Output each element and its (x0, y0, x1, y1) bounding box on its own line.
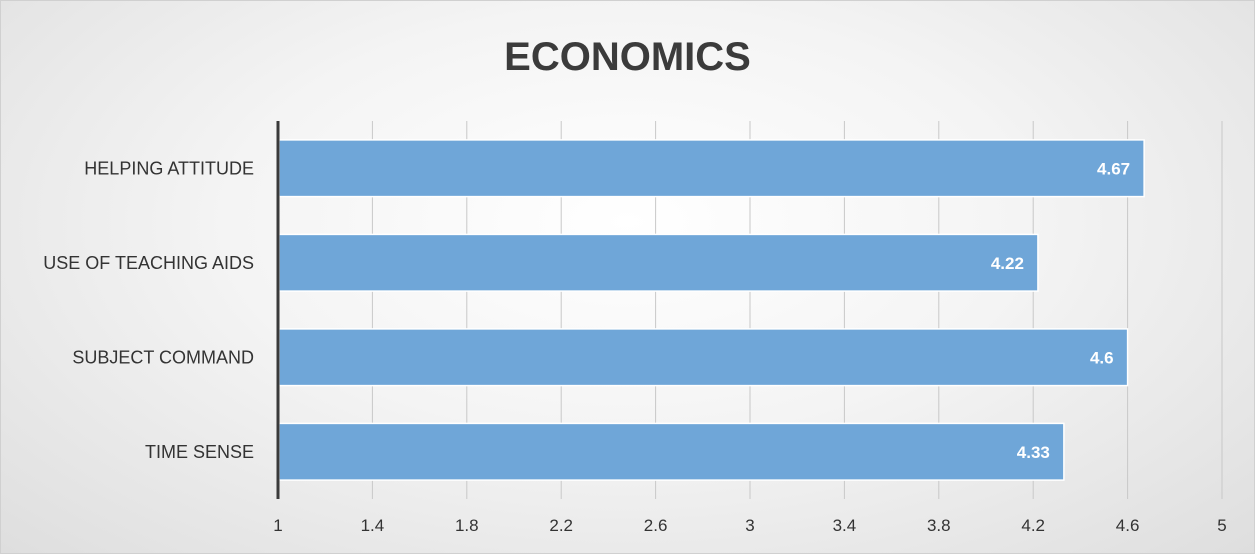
bars: 4.67 4.22 4.6 4.33 (278, 139, 1145, 481)
x-tick-label: 3 (745, 516, 754, 535)
axis: 1 1.4 1.8 2.2 2.6 3 3.4 3.8 4.2 4.6 5 HELPING ATTIT… (43, 121, 1227, 535)
data-label: 4.67 (1097, 159, 1130, 178)
x-tick-label: 3.8 (927, 516, 951, 535)
category-label: USE OF TEACHING AIDS (43, 253, 254, 273)
data-label: 4.33 (1017, 443, 1050, 462)
x-tick-label: 2.6 (644, 516, 668, 535)
x-tick-label: 3.4 (833, 516, 857, 535)
x-tick-label: 4.2 (1021, 516, 1045, 535)
x-tick-label: 1.4 (361, 516, 385, 535)
x-tick-label: 1 (273, 516, 282, 535)
bar (278, 139, 1145, 198)
category-label: TIME SENSE (145, 442, 254, 462)
bar (278, 233, 1039, 292)
x-tick-label: 2.2 (549, 516, 573, 535)
x-tick-label: 4.6 (1116, 516, 1140, 535)
bar (278, 328, 1129, 387)
category-label: SUBJECT COMMAND (72, 347, 254, 367)
x-tick-label: 1.8 (455, 516, 479, 535)
chart-title: ECONOMICS (504, 35, 751, 79)
x-tick-label: 5 (1217, 516, 1226, 535)
data-label: 4.6 (1090, 348, 1114, 367)
data-label: 4.22 (991, 254, 1024, 273)
bar (278, 422, 1065, 481)
category-label: HELPING ATTITUDE (84, 158, 254, 178)
